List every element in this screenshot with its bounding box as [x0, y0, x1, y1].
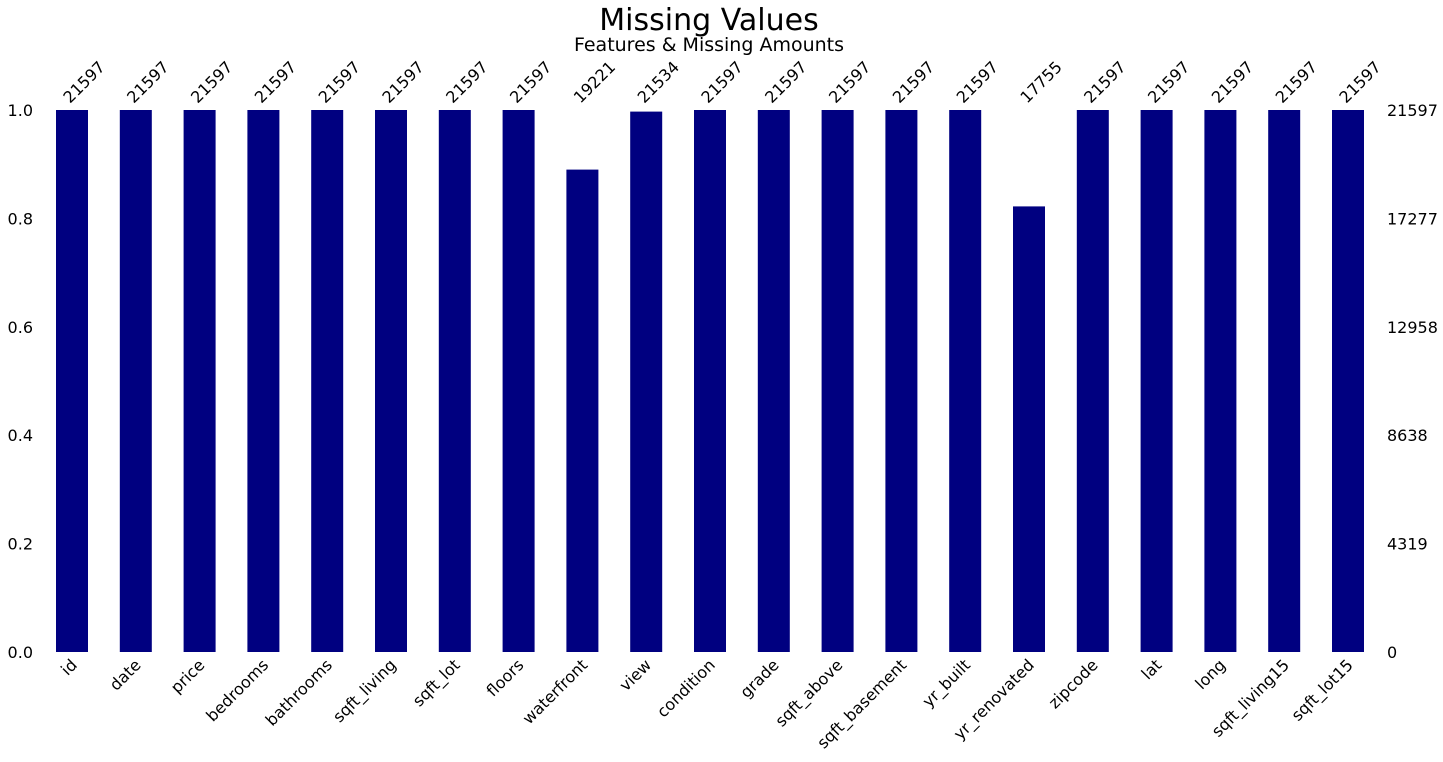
category-label-id: id: [57, 655, 81, 679]
category-label-yr_built: yr_built: [919, 655, 975, 711]
bar-grade: [757, 110, 790, 652]
bar-date: [119, 110, 152, 652]
left-tick-label: 0.4: [8, 426, 33, 445]
right-tick-label: 21597: [1387, 101, 1438, 120]
bar-price: [183, 110, 216, 652]
count-label-id: 21597: [59, 57, 108, 106]
category-label-view: view: [616, 655, 655, 694]
count-label-zipcode: 21597: [1080, 57, 1129, 106]
right-tick-label: 17277: [1387, 209, 1438, 228]
category-label-bedrooms: bedrooms: [202, 655, 272, 725]
count-label-view: 21534: [634, 57, 683, 106]
category-label-condition: condition: [653, 655, 719, 721]
bar-sqft_lot: [438, 110, 471, 652]
count-label-bedrooms: 21597: [251, 57, 300, 106]
left-tick-label: 0.0: [8, 643, 33, 662]
bar-sqft_living: [375, 110, 407, 652]
count-label-sqft_lot: 21597: [442, 57, 491, 106]
bar-bathrooms: [311, 110, 344, 652]
category-label-zipcode: zipcode: [1045, 655, 1102, 712]
count-label-grade: 21597: [761, 57, 810, 106]
bar-sqft_above: [821, 110, 854, 652]
bar-waterfront: [566, 169, 599, 652]
bar-condition: [694, 110, 726, 652]
chart-title: Missing Values: [599, 3, 818, 38]
bar-sqft_basement: [885, 110, 918, 652]
right-tick-label: 4319: [1387, 535, 1428, 554]
bar-view: [630, 111, 663, 653]
category-label-date: date: [106, 655, 145, 694]
category-label-long: long: [1191, 655, 1229, 693]
bar-bedrooms: [247, 110, 280, 652]
left-tick-label: 0.2: [8, 535, 33, 554]
bar-sqft_living15: [1268, 110, 1301, 652]
bar-sqft_lot15: [1332, 110, 1364, 652]
bars-group: [56, 110, 1364, 653]
count-label-sqft_living: 21597: [378, 57, 427, 106]
left-tick-label: 0.6: [8, 318, 33, 337]
count-label-date: 21597: [123, 57, 172, 106]
count-label-bathrooms: 21597: [315, 57, 364, 106]
bar-yr_renovated: [1013, 206, 1045, 652]
count-label-lat: 21597: [1144, 57, 1193, 106]
chart-subtitle: Features & Missing Amounts: [574, 34, 844, 56]
bar-long: [1204, 110, 1237, 652]
bar-lat: [1140, 110, 1173, 652]
left-tick-label: 1.0: [8, 101, 33, 120]
count-label-waterfront: 19221: [570, 57, 619, 106]
bar-zipcode: [1076, 110, 1109, 652]
count-label-floors: 21597: [506, 57, 555, 106]
right-tick-label: 0: [1387, 643, 1397, 662]
count-label-long: 21597: [1208, 57, 1257, 106]
bar-floors: [502, 110, 535, 652]
count-label-price: 21597: [187, 57, 236, 106]
left-axis: 0.0 0.2 0.4 0.6 0.8 1.0: [8, 101, 33, 662]
right-tick-label: 8638: [1387, 426, 1428, 445]
category-label-sqft_lot: sqft_lot: [409, 655, 465, 711]
category-label-bathrooms: bathrooms: [262, 655, 336, 729]
left-tick-label: 0.8: [8, 209, 33, 228]
count-labels-group: 21597 21597 21597 21597 21597 21597 21597 21597…: [59, 57, 1384, 106]
bar-yr_built: [949, 110, 982, 652]
right-axis: 0 4319 8638 12958 17277 21597: [1387, 101, 1438, 662]
count-label-condition: 21597: [697, 57, 746, 106]
category-label-grade: grade: [736, 655, 782, 701]
category-label-sqft_lot15: sqft_lot15: [1288, 655, 1358, 725]
count-label-sqft_above: 21597: [825, 57, 874, 106]
count-label-yr_built: 21597: [953, 57, 1002, 106]
category-label-lat: lat: [1137, 655, 1165, 683]
category-label-floors: floors: [482, 655, 527, 700]
bar-id: [56, 110, 88, 652]
count-label-yr_renovated: 17755: [1016, 57, 1065, 106]
category-label-price: price: [167, 655, 209, 697]
count-label-sqft_living15: 21597: [1272, 57, 1321, 106]
category-label-waterfront: waterfront: [519, 655, 592, 728]
count-label-sqft_lot15: 21597: [1335, 57, 1384, 106]
count-label-sqft_basement: 21597: [889, 57, 938, 106]
category-label-sqft_living: sqft_living: [329, 655, 401, 727]
right-tick-label: 12958: [1387, 318, 1438, 337]
